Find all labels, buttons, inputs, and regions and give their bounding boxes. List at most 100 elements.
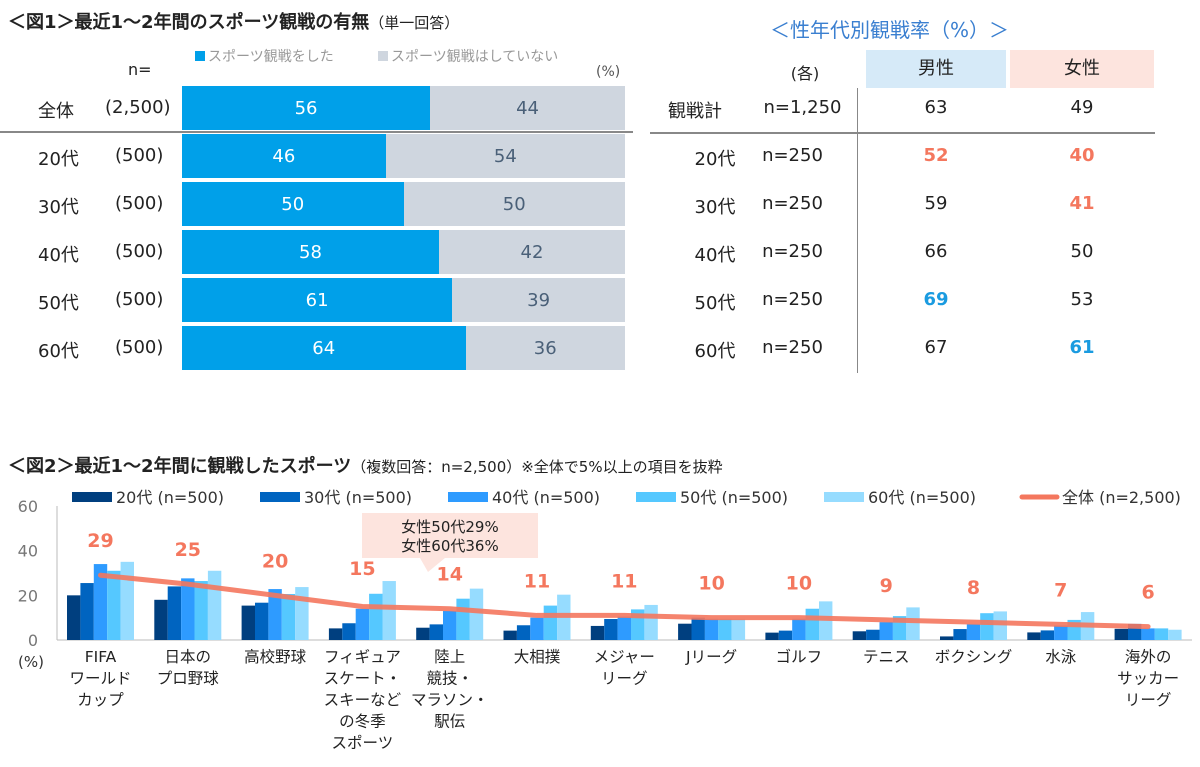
- bar: [940, 636, 954, 640]
- male-rate: 66: [924, 241, 948, 262]
- bar: [691, 617, 705, 640]
- category-label: リーグ: [1125, 691, 1172, 709]
- bar: [120, 561, 134, 640]
- y-tick-label: 20: [18, 586, 38, 605]
- female-rate: 41: [1069, 193, 1095, 214]
- row-n: (2,500): [105, 97, 171, 118]
- category-label: プロ野球: [157, 670, 220, 688]
- bar: [154, 599, 168, 640]
- category-label: 水泳: [1045, 648, 1077, 666]
- bar: [1168, 629, 1182, 640]
- table-row-n: n=250: [762, 145, 823, 166]
- category-label: フィギュア: [324, 648, 401, 666]
- bar: [443, 610, 457, 640]
- table-row-label: 50代: [694, 293, 736, 314]
- table-divider: [650, 132, 1155, 134]
- row-label: 40代: [38, 245, 79, 266]
- bar: [456, 598, 470, 640]
- table-row-n: n=1,250: [763, 97, 842, 118]
- row-label: 30代: [38, 197, 79, 218]
- bar: [429, 624, 443, 640]
- table-vline: [857, 88, 858, 373]
- bar: [678, 623, 692, 640]
- bar: [617, 616, 631, 640]
- bar: [604, 619, 618, 640]
- table-row-label: 30代: [694, 197, 736, 218]
- category-label: 駅伝: [434, 713, 465, 731]
- legend-label: 30代 (n=500): [304, 488, 412, 507]
- bar: [181, 578, 195, 640]
- total-value-label: 6: [1141, 582, 1154, 604]
- category-label: カップ: [77, 691, 124, 709]
- bar-not-watched: 42: [438, 230, 625, 274]
- bar: [866, 629, 880, 640]
- row-n: (500): [115, 193, 164, 214]
- bar: [792, 618, 806, 640]
- legend-swatch: [72, 492, 112, 502]
- table-title: ＜性年代別観戦率（%）＞: [770, 18, 1010, 42]
- category-label: ゴルフ: [776, 647, 823, 666]
- category-label: 陸上: [434, 648, 465, 666]
- category-label: スポーツ: [332, 734, 394, 752]
- table-row-label: 20代: [694, 149, 736, 170]
- male-rate: 59: [924, 193, 948, 214]
- total-value-label: 9: [880, 575, 893, 597]
- bar-not-watched: 39: [452, 278, 625, 322]
- bar-not-watched: 36: [465, 326, 625, 370]
- row-label: 20代: [38, 149, 79, 170]
- category-label: 高校野球: [244, 648, 307, 666]
- bar: [167, 586, 182, 640]
- annotation-text: 女性50代29%: [401, 518, 498, 536]
- total-value-label: 7: [1054, 579, 1067, 601]
- female-rate: 40: [1069, 145, 1095, 166]
- total-value-label: 11: [524, 570, 550, 592]
- table-row-n: n=250: [762, 289, 823, 310]
- category-label: リーグ: [601, 670, 648, 688]
- category-label: ワールド: [69, 670, 131, 688]
- legend-swatch: [636, 492, 676, 502]
- table-row-n: n=250: [762, 193, 823, 214]
- total-value-label: 15: [349, 558, 375, 580]
- bar: [852, 631, 867, 640]
- bar: [1141, 628, 1155, 640]
- category-label: テニス: [863, 648, 910, 666]
- total-value-label: 11: [611, 570, 637, 592]
- row-n: (500): [115, 145, 164, 166]
- total-value-label: 10: [786, 573, 812, 595]
- total-line: [98, 572, 1151, 630]
- bar-not-watched: 54: [385, 134, 625, 178]
- table-row-label: 40代: [694, 245, 736, 266]
- female-rate: 50: [1070, 241, 1094, 262]
- bar: [879, 622, 893, 640]
- bar: [966, 624, 981, 640]
- bar: [1154, 628, 1169, 640]
- category-label: Jリーグ: [685, 648, 737, 666]
- category-label: マラソン・: [411, 691, 489, 709]
- bar-watched: 46: [182, 134, 386, 178]
- total-value-label: 20: [262, 550, 288, 572]
- table-row-n: n=250: [762, 337, 823, 358]
- category-label: ボクシング: [935, 648, 1013, 666]
- table-row-n: n=250: [762, 241, 823, 262]
- legend-label: 50代 (n=500): [680, 488, 788, 507]
- total-value-label: 8: [967, 577, 980, 599]
- bar-watched: 58: [182, 230, 439, 274]
- table-row-label: 60代: [694, 341, 736, 362]
- header-female: 女性: [1010, 50, 1154, 88]
- male-rate: 63: [924, 97, 948, 118]
- total-value-label: 14: [436, 564, 462, 586]
- bar: [805, 608, 819, 640]
- bar: [530, 617, 544, 640]
- fig1-title: ＜図1＞最近1～2年間のスポーツ観戦の有無（単一回答）: [8, 12, 460, 33]
- bar: [778, 630, 793, 640]
- category-label: の冬季: [339, 713, 386, 731]
- y-tick-label: 0: [28, 631, 38, 650]
- category-label: 日本の: [165, 648, 212, 666]
- row-label: 全体: [38, 101, 74, 122]
- bar-watched: 64: [182, 326, 466, 370]
- bar: [416, 627, 430, 640]
- bar: [765, 632, 779, 640]
- category-label: スケート・: [324, 670, 402, 688]
- category-label: FIFA: [85, 648, 117, 666]
- bar: [704, 618, 719, 640]
